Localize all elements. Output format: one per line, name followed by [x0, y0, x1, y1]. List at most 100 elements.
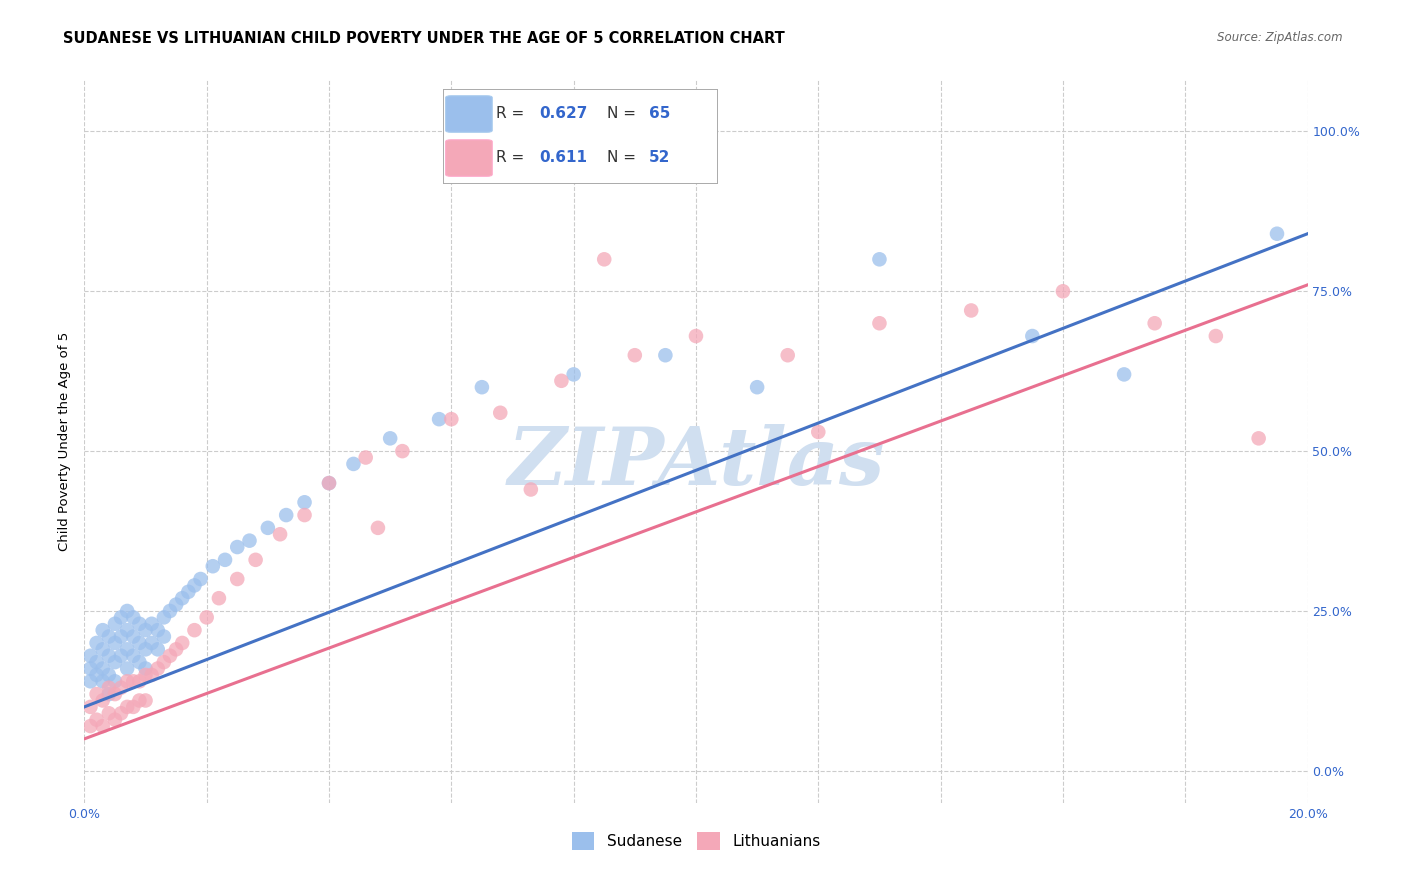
Point	[115, 674, 138, 689]
Point	[122, 630, 145, 644]
Point	[391, 444, 413, 458]
Point	[110, 630, 132, 644]
Point	[190, 572, 212, 586]
Point	[747, 380, 769, 394]
Point	[86, 655, 108, 669]
Text: 65: 65	[648, 106, 669, 121]
Point	[276, 508, 298, 522]
Point	[269, 527, 291, 541]
Point	[960, 303, 983, 318]
Point	[141, 616, 163, 631]
Text: N =: N =	[607, 150, 641, 165]
Point	[135, 668, 157, 682]
Point	[177, 584, 200, 599]
Point	[520, 483, 543, 497]
Text: 0.627: 0.627	[538, 106, 588, 121]
Point	[97, 630, 120, 644]
Point	[624, 348, 647, 362]
Point	[489, 406, 512, 420]
Point	[122, 699, 145, 714]
Point	[104, 655, 127, 669]
Point	[122, 610, 145, 624]
Text: R =: R =	[496, 106, 530, 121]
Point	[115, 604, 138, 618]
Text: Source: ZipAtlas.com: Source: ZipAtlas.com	[1218, 31, 1343, 45]
Y-axis label: Child Poverty Under the Age of 5: Child Poverty Under the Age of 5	[58, 332, 72, 551]
Point	[79, 699, 101, 714]
Point	[122, 674, 145, 689]
Point	[128, 636, 150, 650]
Point	[195, 610, 218, 624]
Point	[146, 642, 169, 657]
Point	[79, 719, 101, 733]
Point	[135, 642, 157, 657]
Point	[354, 450, 377, 465]
Point	[654, 348, 676, 362]
Point	[104, 687, 127, 701]
Point	[238, 533, 260, 548]
Point	[153, 630, 176, 644]
Point	[115, 699, 138, 714]
Point	[226, 572, 249, 586]
Point	[128, 616, 150, 631]
Point	[115, 642, 138, 657]
Point	[318, 476, 340, 491]
Point	[869, 252, 891, 267]
Point	[79, 674, 101, 689]
Point	[367, 521, 389, 535]
Point	[869, 316, 891, 330]
Point	[97, 668, 120, 682]
Point	[104, 713, 127, 727]
Text: SUDANESE VS LITHUANIAN CHILD POVERTY UNDER THE AGE OF 5 CORRELATION CHART: SUDANESE VS LITHUANIAN CHILD POVERTY UND…	[63, 31, 785, 46]
Point	[135, 623, 157, 637]
Point	[1265, 227, 1288, 241]
Point	[91, 642, 114, 657]
Point	[86, 636, 108, 650]
Point	[214, 553, 236, 567]
Point	[115, 623, 138, 637]
Point	[122, 648, 145, 663]
Point	[91, 719, 114, 733]
Text: R =: R =	[496, 150, 530, 165]
Point	[807, 425, 830, 439]
Point	[86, 713, 108, 727]
Point	[128, 655, 150, 669]
Point	[146, 623, 169, 637]
Point	[201, 559, 224, 574]
Point	[104, 616, 127, 631]
Point	[562, 368, 585, 382]
Point	[128, 693, 150, 707]
Point	[115, 661, 138, 675]
Point	[86, 668, 108, 682]
Point	[776, 348, 799, 362]
Point	[294, 495, 316, 509]
Point	[159, 648, 181, 663]
Point	[97, 687, 120, 701]
FancyBboxPatch shape	[446, 140, 492, 177]
Point	[1114, 368, 1136, 382]
Point	[245, 553, 267, 567]
Point	[165, 598, 187, 612]
Point	[79, 648, 101, 663]
Point	[183, 623, 205, 637]
Point	[172, 591, 194, 606]
Point	[342, 457, 364, 471]
Point	[110, 681, 132, 695]
Point	[141, 668, 163, 682]
Point	[226, 540, 249, 554]
Text: N =: N =	[607, 106, 641, 121]
Point	[91, 674, 114, 689]
Point	[79, 661, 101, 675]
Point	[97, 648, 120, 663]
Point	[471, 380, 494, 394]
Point	[685, 329, 707, 343]
Text: ZIPAtlas: ZIPAtlas	[508, 425, 884, 502]
Point	[165, 642, 187, 657]
Point	[153, 655, 176, 669]
Point	[1021, 329, 1043, 343]
Point	[97, 681, 120, 695]
Point	[1247, 431, 1270, 445]
Text: 0.611: 0.611	[538, 150, 586, 165]
Point	[172, 636, 194, 650]
Point	[135, 693, 157, 707]
